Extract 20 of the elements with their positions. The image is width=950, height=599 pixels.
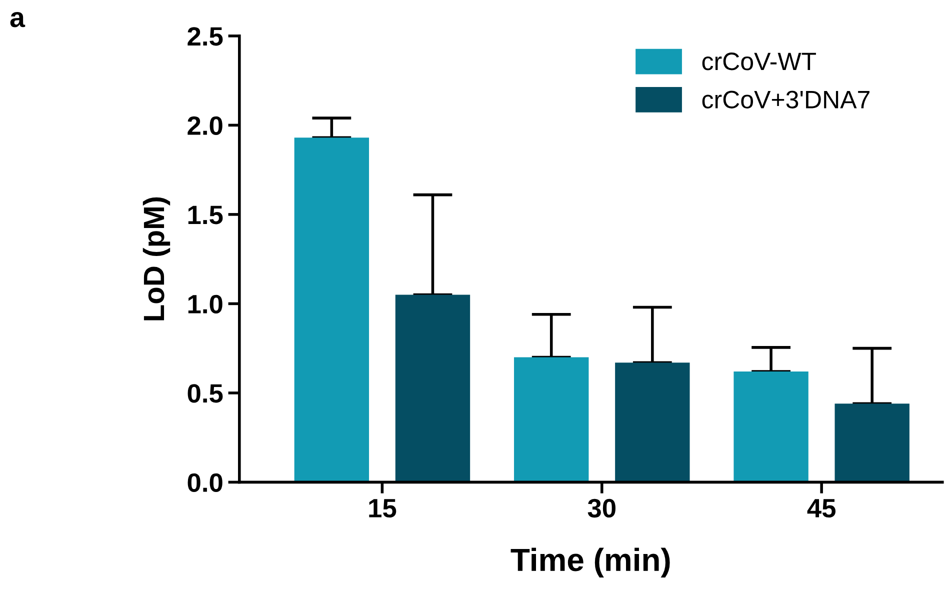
bar (514, 357, 589, 482)
x-axis-title: Time (min) (510, 548, 670, 578)
y-tick-label: 1.5 (188, 206, 223, 224)
y-tick-label: 2.0 (188, 116, 222, 136)
bar (615, 362, 690, 482)
legend-label: crCoV+3'DNA7 (702, 90, 870, 108)
legend-label: crCoV-WT (702, 52, 816, 70)
y-tick-label: 0.5 (188, 384, 223, 403)
y-tick-label: 2.5 (188, 27, 223, 46)
x-tick-label: 15 (369, 499, 396, 518)
text: a (10, 12, 26, 28)
x-tick-label: 45 (807, 499, 836, 518)
bar (395, 294, 470, 482)
y-tick-label: 1.0 (188, 294, 222, 314)
bar (734, 372, 808, 482)
x-tick-label: 30 (588, 498, 616, 518)
bar (834, 404, 910, 482)
y-tick-label: 0.0 (188, 473, 222, 492)
bar (294, 138, 370, 482)
y-axis-title: LoD (pM) (142, 197, 170, 320)
